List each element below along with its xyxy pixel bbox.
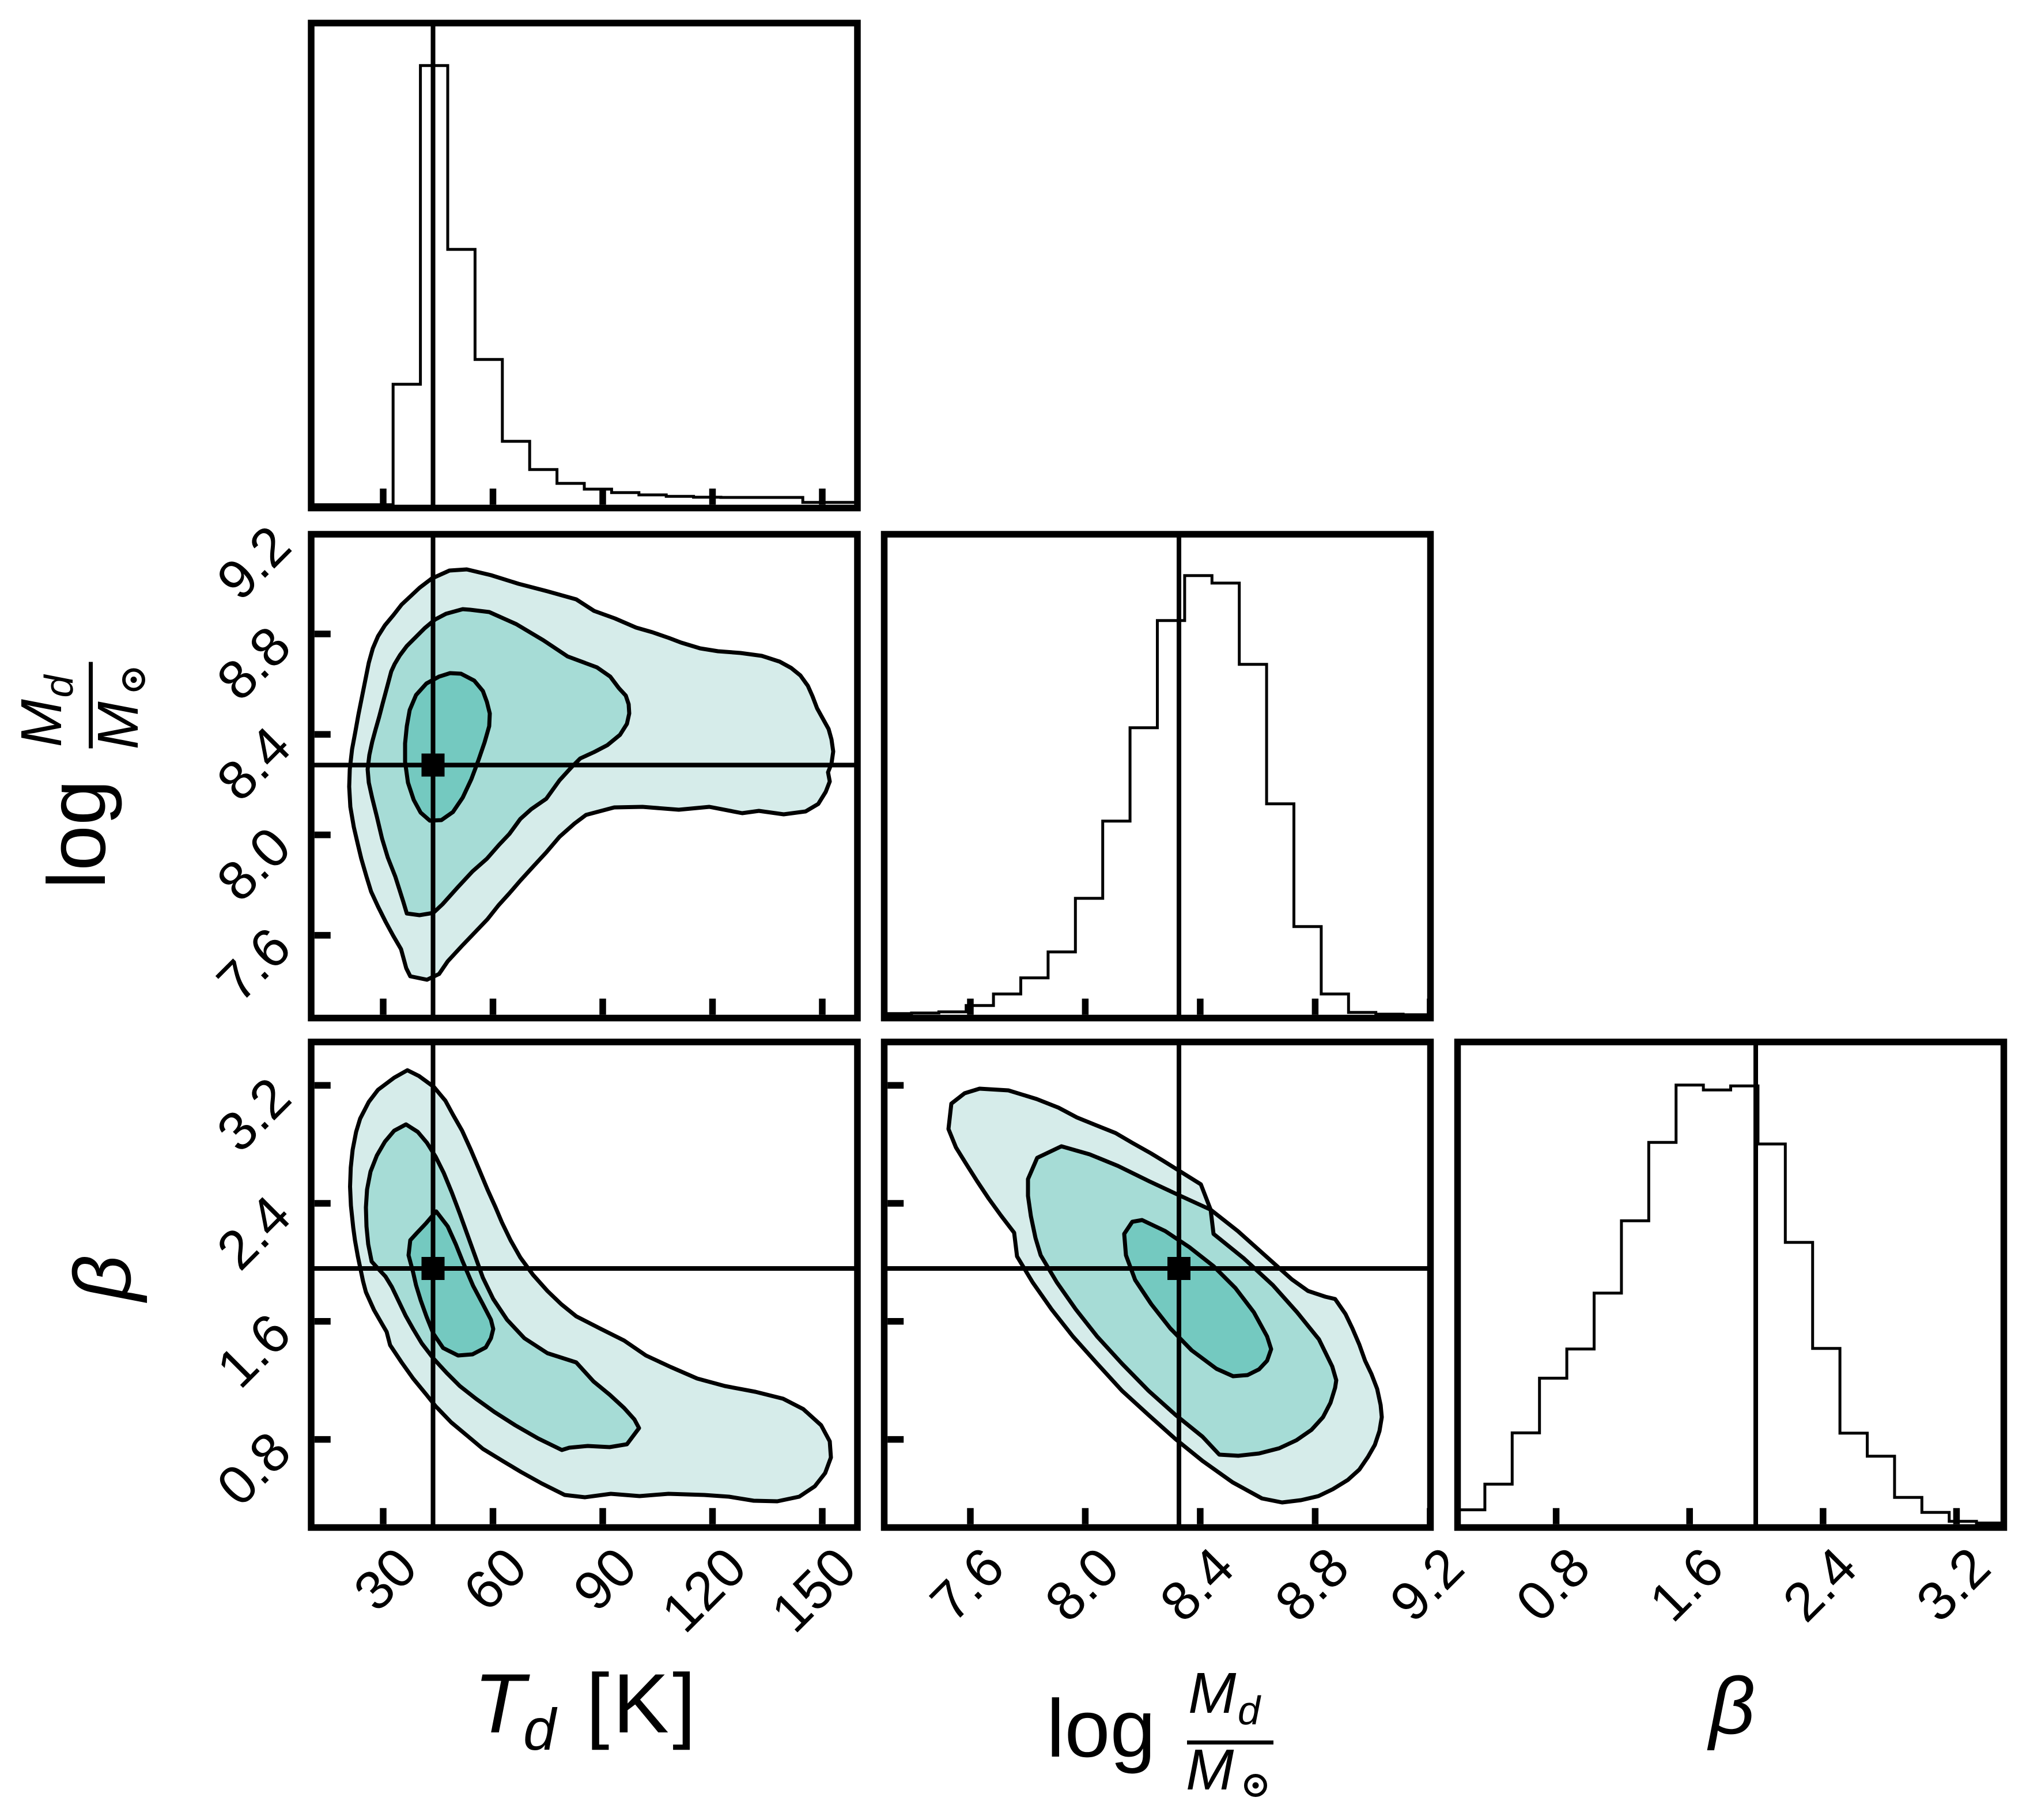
svg-text:β: β xyxy=(57,1255,148,1304)
svg-text:log: log xyxy=(31,780,123,889)
svg-text:M: M xyxy=(9,699,74,747)
svg-text:d: d xyxy=(1238,1688,1261,1733)
svg-text:T: T xyxy=(474,1656,530,1750)
svg-text:M: M xyxy=(1186,1738,1234,1802)
svg-text:M: M xyxy=(1188,1661,1237,1725)
svg-text:d: d xyxy=(523,1697,558,1762)
svg-text:[K]: [K] xyxy=(586,1656,700,1750)
svg-text:log: log xyxy=(1046,1683,1156,1774)
svg-text:β: β xyxy=(1707,1660,1755,1751)
svg-text:M: M xyxy=(86,701,150,750)
svg-text:d: d xyxy=(36,674,81,698)
